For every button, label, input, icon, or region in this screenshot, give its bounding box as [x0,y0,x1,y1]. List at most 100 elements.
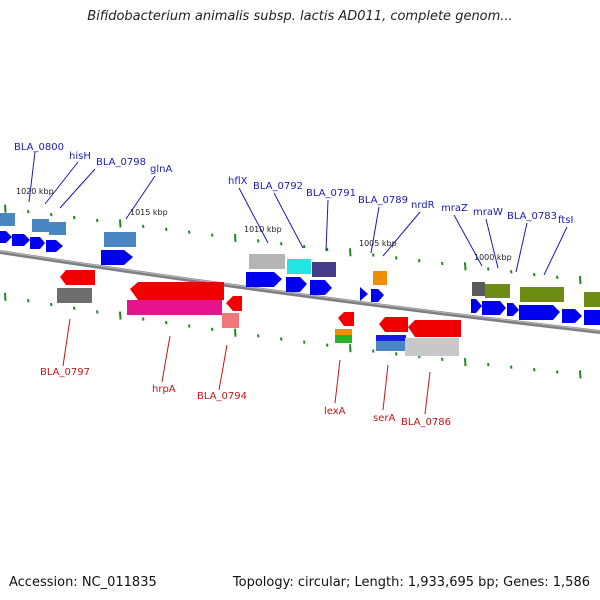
cog-block [373,271,387,285]
tick-mark [579,370,582,379]
gene-arrow [101,250,133,265]
gene-arrow [310,280,332,295]
gene-arrow [379,317,408,332]
cog-block [584,292,600,307]
cog-block [485,284,510,298]
cog-block [520,287,564,302]
tick-mark [556,370,559,374]
cog-block [0,213,15,226]
gene-label-BLA_0792: BLA_0792 [253,181,303,192]
gene-label-lexA: lexA [324,406,346,417]
gene-label-nrdR: nrdR [411,200,435,211]
cog-block [32,219,49,232]
topology-text: Topology: circular; Length: 1,933,695 bp… [232,575,590,590]
tick-mark [510,270,513,274]
gene-arrow [30,237,45,249]
minus-gene-labels: BLA_0797 hrpA BLA_0794 lexA serA BLA_078… [40,367,451,428]
tick-mark [303,340,306,344]
tick-mark [441,357,444,362]
tick-mark [27,209,30,214]
plus-leader-lines [28,151,568,276]
plus-gene-labels: BLA_0800 hisH BLA_0798 glnA hflX BLA_079… [14,142,573,226]
tick-mark [487,363,490,367]
gene-arrow [60,270,95,285]
gene-arrow [226,296,242,311]
tick-mark [510,365,513,369]
tick-mark [188,324,191,328]
tick-mark [119,311,122,320]
tick-mark [96,218,99,223]
tick-mark [234,328,237,337]
gene-arrow [360,287,368,301]
tick-mark [188,230,191,234]
tick-mark [395,352,398,356]
gene-label-BLA_0783: BLA_0783 [507,211,557,222]
tick-marks-upper [4,204,582,285]
gene-arrow [482,301,506,315]
tick-mark [533,272,536,277]
tick-mark [579,275,582,285]
tick-mark [142,317,145,321]
gene-label-hflX: hflX [228,176,248,187]
tick-mark [50,302,53,307]
cog-block [249,254,285,269]
cog-block [104,232,136,247]
tick-mark [96,310,99,314]
tick-mark [211,233,214,237]
scale-label-1010: 1010 kbp [244,225,282,234]
tick-mark [165,227,168,231]
tick-mark [464,262,467,271]
scale-label-1000: 1000 kbp [474,253,512,262]
tick-mark [4,292,7,301]
minus-cog-blocks [57,288,459,356]
tick-mark [4,204,7,213]
tick-mark [142,224,145,229]
tick-mark [372,253,375,257]
tick-mark [418,259,421,263]
tick-mark [326,343,329,347]
scale-labels: 1020 kbp 1015 kbp 1010 kbp 1005 kbp 1000… [16,187,512,262]
cog-block [376,341,406,351]
cog-block [57,288,92,303]
gene-arrow [246,272,282,287]
tick-mark [280,337,283,341]
gene-label-BLA_0786: BLA_0786 [401,417,451,428]
tick-mark [50,212,53,217]
scale-label-1015: 1015 kbp [130,208,168,217]
cog-block [472,282,485,296]
cog-block [49,222,66,235]
tick-mark [257,239,260,243]
tick-mark [211,327,214,332]
minus-leader-lines [62,318,431,415]
gene-arrow [0,231,12,243]
gene-label-BLA_0798: BLA_0798 [96,157,146,168]
tick-mark [280,242,283,246]
gene-label-hisH: hisH [69,151,91,162]
genome-backbone [0,250,600,334]
tick-mark [487,267,490,271]
scale-label-1005: 1005 kbp [359,239,397,248]
gene-arrow [562,309,582,323]
gene-arrow [519,305,560,320]
tick-mark [27,299,30,303]
gene-arrow [408,320,461,337]
tick-mark [73,306,76,310]
gene-label-serA: serA [373,413,395,424]
tick-mark [257,334,260,338]
cog-block [312,262,336,277]
gene-label-BLA_0794: BLA_0794 [197,391,247,402]
tick-mark [349,344,352,353]
minus-gene-arrows [60,270,461,337]
gene-arrow [338,312,354,326]
cog-block [127,300,222,315]
gene-arrow [286,277,307,292]
gene-label-hrpA: hrpA [152,384,176,395]
gene-arrow [584,310,600,325]
scale-label-1020: 1020 kbp [16,187,54,196]
gene-label-mraZ: mraZ [441,203,468,214]
tick-mark [533,368,536,372]
gene-label-BLA_0789: BLA_0789 [358,195,408,206]
plus-gene-arrows [0,231,600,325]
gene-label-BLA_0800: BLA_0800 [14,142,64,153]
